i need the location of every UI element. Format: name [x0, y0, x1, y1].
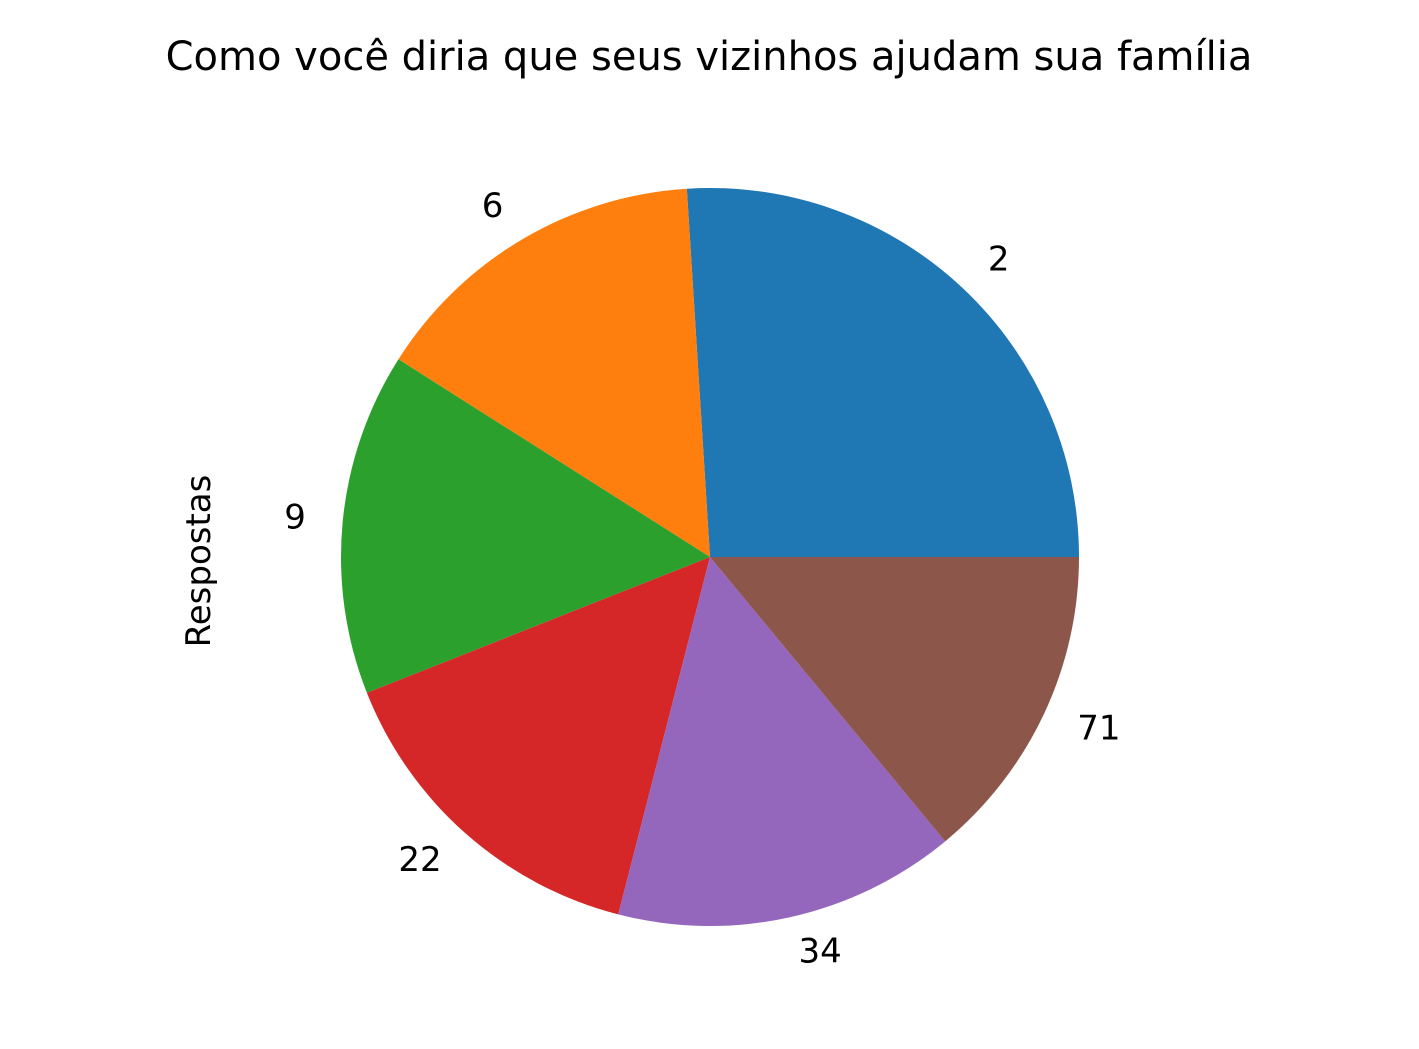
- chart-title: Como você diria que seus vizinhos ajudam…: [166, 34, 1253, 80]
- pie-slices: [340, 188, 1080, 927]
- pie-slice-9: [340, 359, 710, 693]
- slice-label-34: 34: [799, 932, 842, 972]
- pie-slice-labels: 2 6 9 22 34 71: [284, 186, 1120, 972]
- slice-label-6: 6: [482, 186, 504, 226]
- pie-slice-2: [686, 188, 1079, 558]
- y-axis-label: Respostas: [179, 475, 219, 648]
- slice-label-22: 22: [398, 840, 441, 880]
- slice-label-2: 2: [988, 240, 1010, 280]
- pie-slice-34: [618, 557, 946, 927]
- slice-label-9: 9: [284, 497, 306, 537]
- pie-slice-22: [366, 557, 710, 915]
- pie-slice-71: [710, 557, 1080, 842]
- slice-label-71: 71: [1077, 708, 1120, 748]
- pie-slice-6: [398, 188, 710, 558]
